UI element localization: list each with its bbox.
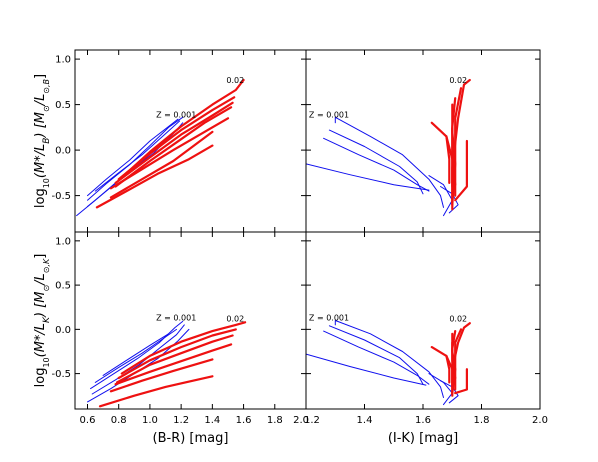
- panel-frame: [305, 49, 541, 233]
- y-tick-label: 1.0: [55, 236, 71, 247]
- series-line-z0001: [328, 129, 424, 195]
- x-tick-label: 1.8: [267, 415, 283, 426]
- series-line-z002: [114, 101, 234, 184]
- frames-layer: [74, 49, 541, 410]
- series-line-z0001: [94, 120, 181, 192]
- y-tick-label: 0.5: [55, 281, 71, 292]
- panel-BR_K: [87, 320, 247, 408]
- series-line-z0001: [87, 116, 184, 201]
- y-tick-label: -0.5: [51, 369, 71, 380]
- x-tick-label: 0.6: [80, 415, 96, 426]
- y-tick-label: 0.5: [55, 100, 71, 111]
- series-line-z0001: [94, 328, 177, 383]
- series-line-z002: [95, 144, 214, 209]
- y-tick-label: 0.0: [55, 325, 71, 336]
- annotation-label: Z = 0.001: [309, 110, 349, 119]
- x-tick-label: 1.6: [236, 415, 252, 426]
- series-line-z0001: [323, 137, 430, 192]
- series-line-z0001: [328, 325, 424, 385]
- ticks-layer: [75, 50, 541, 409]
- panel-IK_B: [306, 78, 471, 217]
- x-tick-label: 0.8: [111, 415, 127, 426]
- series-line-z002: [454, 368, 468, 395]
- series-line-z0001: [90, 320, 184, 390]
- series-line-z002: [109, 130, 214, 199]
- y-tick-label: 1.0: [55, 55, 71, 66]
- series-line-z002: [120, 78, 245, 179]
- panel-IK_K: [306, 320, 471, 406]
- x-axis-label: (I-K) [mag]: [388, 431, 458, 446]
- x-tick-label: 1.8: [474, 415, 490, 426]
- series-line-z002: [120, 321, 247, 375]
- x-tick-label: 2.0: [532, 415, 548, 426]
- annotation-label: 0.02: [449, 314, 467, 323]
- annotation-label: Z = 0.001: [156, 110, 196, 119]
- series-line-z002: [117, 328, 237, 380]
- x-tick-label: 1.2: [304, 415, 320, 426]
- x-tick-label: 1.4: [204, 415, 220, 426]
- series-line-z0001: [323, 330, 430, 385]
- annotation-label: 0.02: [226, 76, 244, 85]
- x-tick-label: 1.6: [415, 415, 431, 426]
- series-line-z0001: [91, 324, 185, 395]
- series-line-z002: [98, 375, 214, 408]
- series-line-z0001: [440, 380, 459, 404]
- series-line-z0001: [87, 118, 179, 197]
- x-tick-label: 1.0: [142, 415, 158, 426]
- series-line-z002: [445, 354, 451, 384]
- series-line-z0001: [102, 333, 170, 376]
- y-axis-label: log10(M*/LK) [M⊙/L⊙,K]: [33, 254, 52, 388]
- series-line-z002: [116, 334, 234, 384]
- series-line-z0001: [428, 373, 453, 406]
- series-line-z002: [109, 358, 214, 393]
- series-line-z002: [454, 139, 468, 202]
- annotation-label: Z = 0.001: [309, 314, 349, 323]
- series-line-z002: [451, 78, 471, 204]
- x-tick-label: 2.0: [293, 415, 309, 426]
- series-line-z0001: [334, 320, 444, 398]
- labels-layer: Z = 0.001 0.02 Z = 0.001 0.02 Z = 0.001 0.02 Z…: [33, 55, 548, 446]
- series-line-z0001: [428, 175, 453, 217]
- series-line-z002: [445, 135, 451, 184]
- y-tick-label: -0.5: [51, 191, 71, 202]
- curves-layer: [76, 78, 471, 408]
- series-line-z0001: [306, 353, 427, 386]
- series-line-z002: [451, 322, 471, 395]
- series-line-z0001: [334, 116, 444, 208]
- panel-BR_B: [76, 78, 245, 217]
- x-tick-label: 1.2: [173, 415, 189, 426]
- series-line-z002: [114, 343, 233, 386]
- annotation-label: Z = 0.001: [156, 314, 196, 323]
- y-axis-label: log10(M*/LB) [M⊙/L⊙,B]: [33, 74, 52, 208]
- x-tick-label: 1.4: [357, 415, 373, 426]
- series-line-z0001: [306, 163, 430, 191]
- y-tick-label: 0.0: [55, 146, 71, 157]
- x-axis-label: (B-R) [mag]: [153, 431, 229, 446]
- annotation-label: 0.02: [226, 314, 244, 323]
- series-line-z002: [114, 106, 233, 188]
- annotation-label: 0.02: [449, 76, 467, 85]
